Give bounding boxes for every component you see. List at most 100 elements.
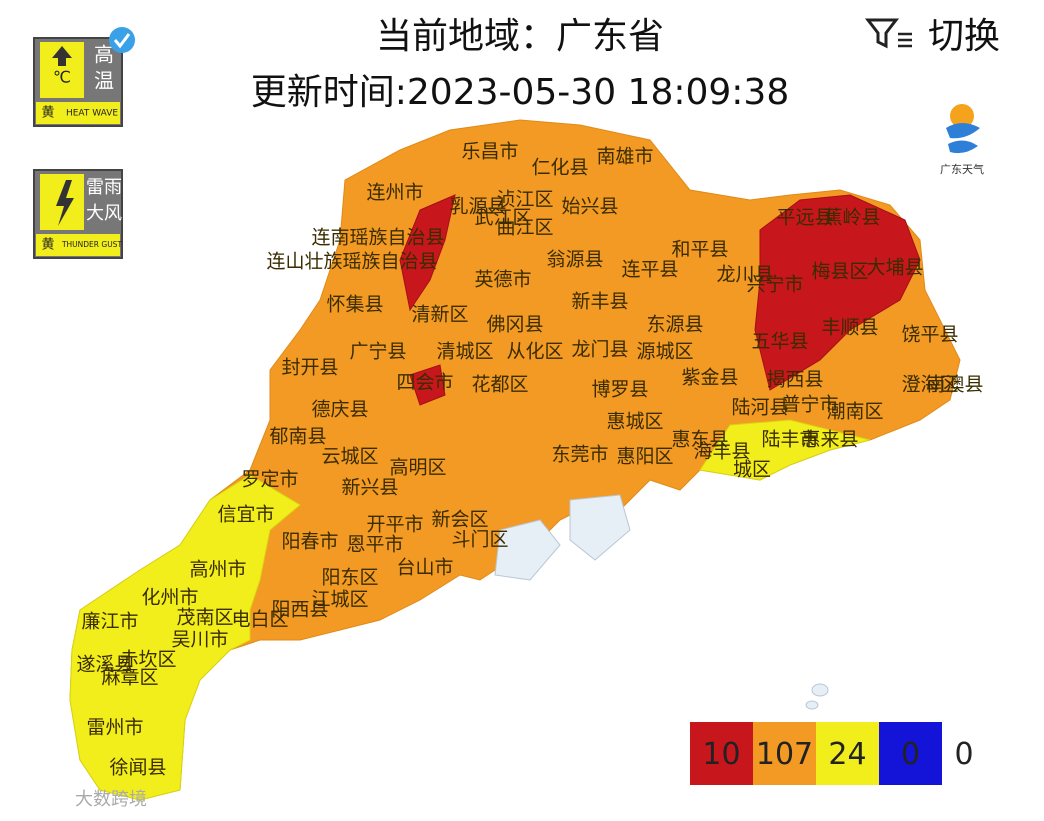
district-label: 翁源县 (546, 249, 603, 271)
logo: 广东天气 (940, 104, 984, 176)
district-label: 博罗县 (591, 379, 648, 401)
switch-button[interactable]: 切换 (928, 16, 1000, 57)
district-label: 南澳县 (926, 374, 983, 396)
region-yellow-west (69, 474, 301, 801)
district-label: 城区 (733, 459, 771, 481)
district-label: 江城区 (311, 589, 368, 611)
district-label: 德庆县 (311, 399, 368, 421)
badge-char: 温 (94, 69, 114, 93)
district-label: 清新区 (411, 304, 468, 326)
district-label: 东莞市 (551, 444, 608, 466)
badge-level: 黄 (41, 106, 54, 121)
district-label: 乳源县 (449, 196, 506, 218)
district-label: 新会区 (431, 509, 488, 531)
heat-wave-badge[interactable]: ℃ 高 温 黄 HEAT WAVE (33, 27, 135, 127)
district-label: 英德市 (474, 269, 531, 291)
district-label: 始兴县 (561, 196, 618, 218)
islands (494, 494, 829, 710)
district-label: 茂南区 (176, 607, 233, 629)
district-label: 郁南县 (269, 426, 326, 448)
district-label: 阳东区 (321, 567, 378, 589)
district-label: 丰顺县 (821, 317, 878, 339)
legend-count: 107 (756, 737, 813, 772)
district-label: 梅县区 (811, 261, 868, 283)
district-label: 东源县 (646, 314, 703, 336)
district-label: 紫金县 (681, 367, 738, 389)
district-label: 潮南区 (826, 401, 883, 423)
district-label: 台山市 (396, 557, 453, 579)
district-label: 广宁县 (349, 341, 406, 363)
district-label: 新丰县 (571, 291, 628, 313)
logo-text: 广东天气 (940, 162, 984, 176)
update-time: 更新时间:2023-05-30 18:09:38 (251, 72, 789, 113)
district-label: 海丰县 (693, 441, 750, 463)
legend-swatch (753, 722, 816, 785)
district-label: 惠阳区 (616, 446, 673, 468)
badge-label: THUNDER GUST (61, 240, 122, 249)
district-label: 信宜市 (217, 504, 274, 526)
badge-symbol: ℃ (53, 68, 71, 87)
district-label: 花都区 (471, 374, 528, 396)
thunder-gust-badge[interactable]: 雷雨 大风 黄 THUNDER GUST (33, 169, 123, 259)
district-label: 吴川市 (171, 629, 228, 651)
district-label: 蕉岭县 (823, 207, 880, 229)
district-label: 龙川县 (716, 264, 773, 286)
district-label: 阳春市 (281, 531, 338, 553)
district-label: 佛冈县 (486, 314, 543, 336)
district-label: 雷州市 (86, 717, 143, 739)
district-label: 平远县 (776, 207, 833, 229)
district-label: 南雄市 (596, 146, 653, 168)
district-label: 阳西县 (271, 599, 328, 621)
district-label: 五华县 (751, 331, 808, 353)
district-label: 浈江区 (496, 189, 553, 211)
region-red-north (399, 194, 456, 312)
district-label: 遂溪县 (76, 654, 133, 676)
district-label: 封开县 (281, 357, 338, 379)
region-title: 当前地域：广东省 (376, 16, 664, 57)
district-label: 从化区 (506, 341, 563, 363)
district-label: 斗门区 (451, 529, 508, 551)
legend-swatch (690, 722, 753, 785)
district-label: 连平县 (621, 259, 678, 281)
legend-count: 24 (828, 737, 866, 772)
legend-swatch (879, 722, 942, 785)
district-label: 清城区 (436, 341, 493, 363)
watermark: 大数跨境 (75, 789, 147, 810)
district-label: 赤坎区 (119, 649, 176, 671)
district-label: 兴宁市 (746, 274, 803, 296)
district-label: 陆丰市 (761, 429, 818, 451)
district-label: 连山壮族瑶族自治县 (266, 251, 437, 273)
district-label: 饶平县 (901, 324, 958, 346)
badge-level: 黄 (41, 238, 54, 253)
district-label: 大埔县 (866, 257, 923, 279)
district-label: 罗定市 (241, 469, 298, 491)
district-label: 怀集县 (326, 294, 383, 316)
district-label: 和平县 (671, 239, 728, 261)
district-label: 连南瑶族自治县 (311, 227, 444, 249)
district-label: 电白区 (231, 609, 288, 631)
district-label: 揭西县 (766, 369, 823, 391)
legend-count: 10 (702, 737, 740, 772)
district-label: 武江区 (474, 207, 531, 229)
legend-count: 0 (901, 737, 920, 772)
region-red-northeast (754, 194, 921, 391)
district-label: 陆河县 (731, 397, 788, 419)
region-red-small (409, 364, 446, 406)
district-label: 化州市 (141, 587, 198, 609)
badge-char: 雷雨 (86, 177, 122, 198)
district-label: 普宁市 (781, 394, 838, 416)
district-label: 仁化县 (531, 157, 588, 179)
district-label: 高明区 (389, 457, 446, 479)
district-label: 云城区 (321, 446, 378, 468)
region-yellow-east (699, 419, 871, 481)
filter-icon[interactable] (864, 18, 912, 49)
district-label: 乐昌市 (461, 141, 518, 163)
badge-char: 高 (94, 43, 114, 67)
district-label: 新兴县 (341, 477, 398, 499)
badge-label: HEAT WAVE (66, 109, 118, 119)
district-label: 惠城区 (606, 411, 663, 433)
district-label: 曲江区 (496, 217, 553, 239)
